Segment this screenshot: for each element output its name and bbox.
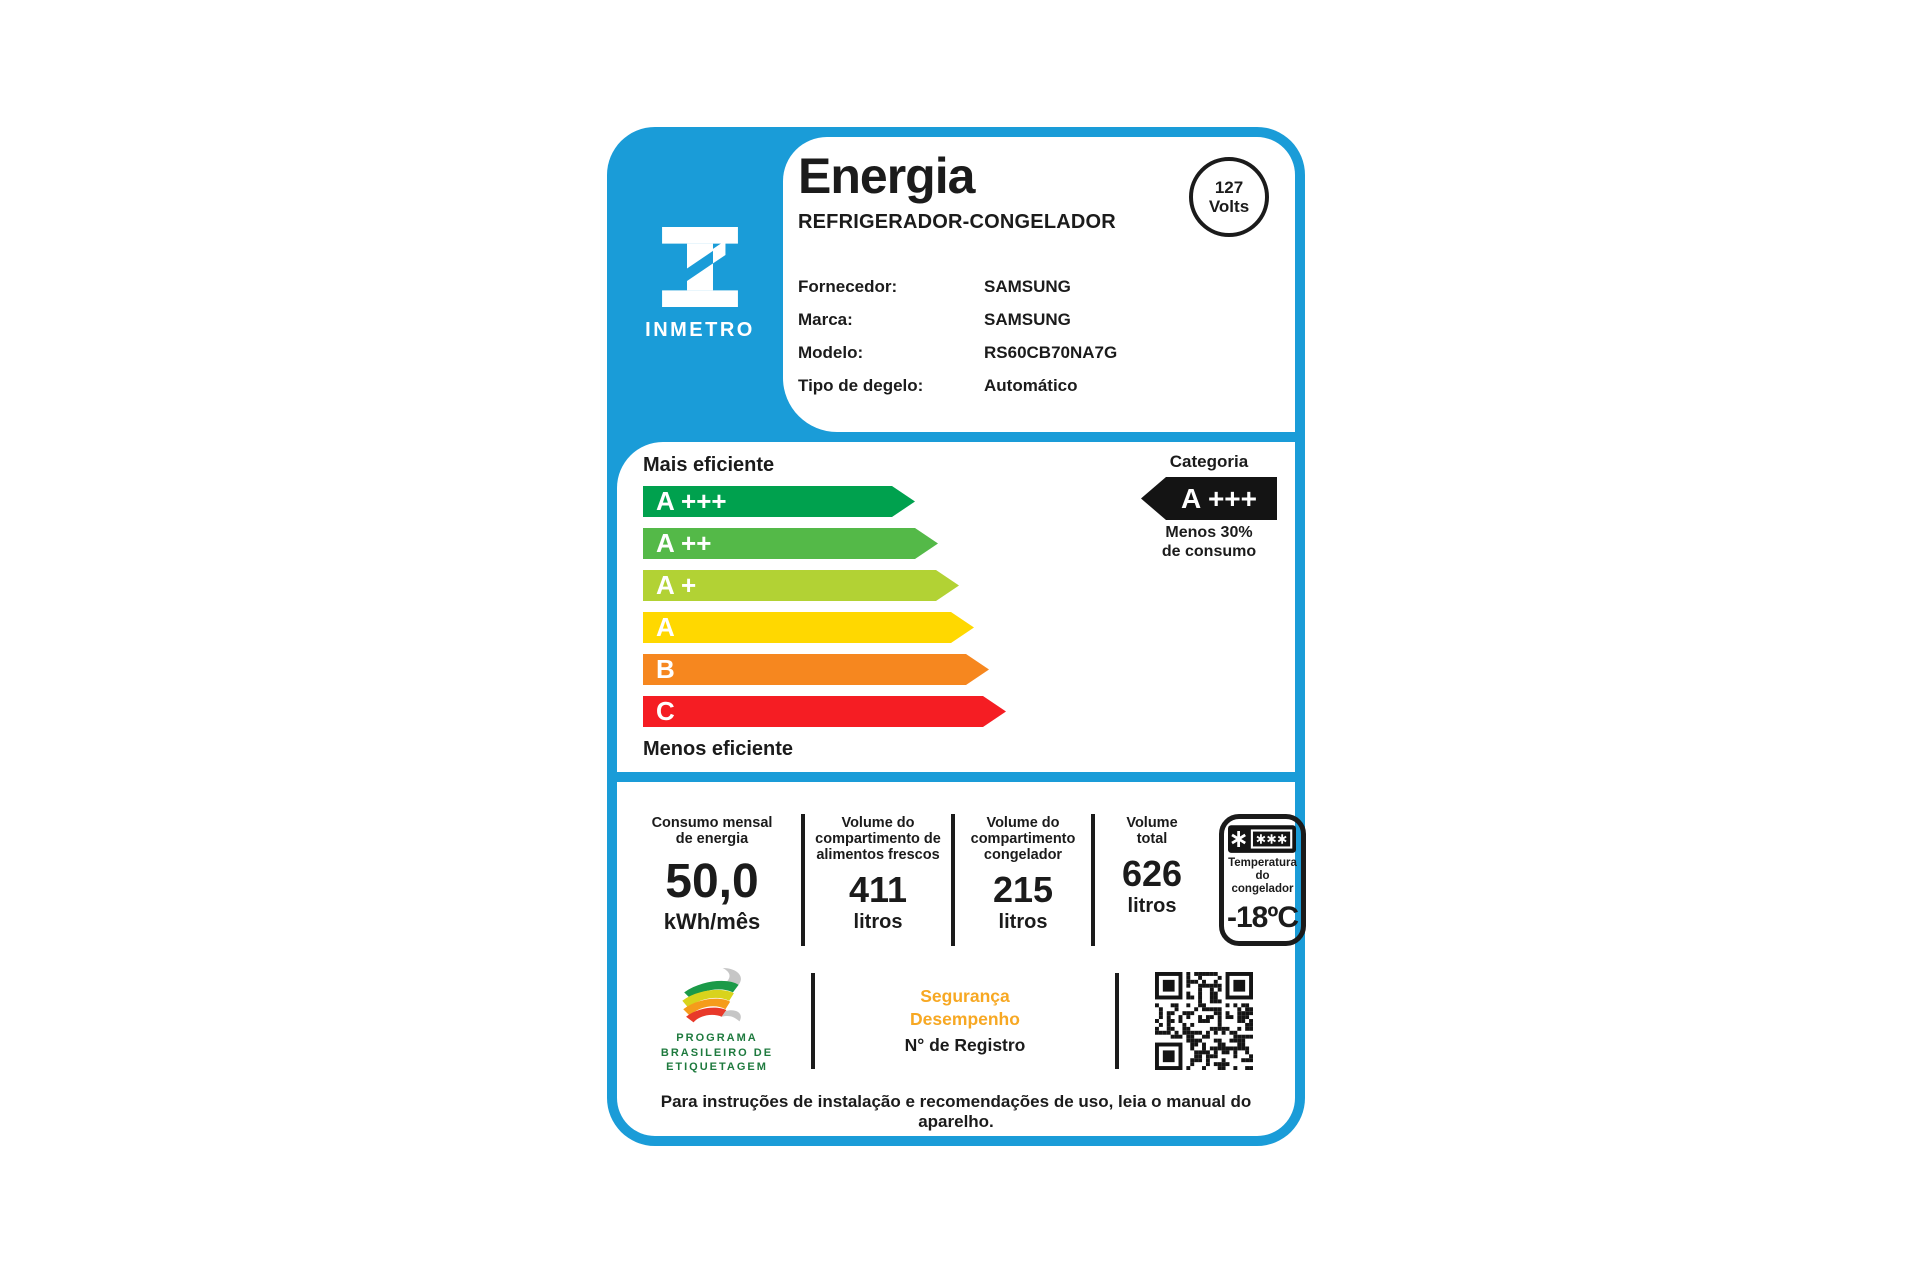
stats-columns: Consumo mensal de energia 50,0 kWh/mês Volum… [623,814,1209,946]
category-heading: Categoria [1169,452,1249,471]
freezer-temperature-label: Temperatura do congelador [1228,857,1297,896]
more-efficient-label: Mais eficiente [643,454,775,476]
inmetro-mark-icon [662,227,738,307]
field-value: SAMSUNG [984,277,1071,296]
inmetro-logo: INMETRO [617,137,783,432]
inmetro-wordmark: INMETRO [645,319,755,341]
pbe-swoosh-icon [682,968,741,1023]
efficiency-arrow: A ++ [643,528,938,559]
voltage-value: 127 [1214,177,1244,197]
efficiency-scale: A +++ A ++ A + A B C [643,486,1295,727]
efficiency-section: Mais eficiente A +++ A ++ A + A B C Menos efi… [617,442,1295,772]
freezer-stars-icon [1228,825,1297,853]
energy-label: INMETRO Energia REFRIGERADOR-CONGELADOR … [607,127,1306,1146]
field-value: SAMSUNG [984,310,1071,329]
category-arrow: A +++ [1141,477,1277,520]
voltage-badge: 127 Volts [1189,157,1269,237]
field-label: Tipo de degelo: [798,376,924,395]
category-grade: A +++ [1180,482,1257,514]
registry-row: PROGRAMA BRASILEIRO DE ETIQUETAGEM Seguran… [623,967,1289,1074]
voltage-unit: Volts [1208,197,1250,216]
less-efficient-label: Menos eficiente [643,738,794,760]
qr-code [1119,971,1289,1070]
footer-instructions: Para instruções de instalação e recomend… [660,1091,1252,1131]
efficiency-arrow: C [643,696,1006,727]
stats-row: Consumo mensal de energia 50,0 kWh/mês Volum… [623,814,1306,946]
efficiency-arrow: A +++ [643,486,915,517]
appliance-type: REFRIGERADOR-CONGELADOR [798,211,1116,233]
freezer-temperature-box: Temperatura do congelador -18ºC [1219,814,1306,946]
stat-column: Volume do compartimento congelador 215 litro… [951,814,1091,946]
registry-text: Segurança Desempenho N° de Registro [904,986,1026,1055]
product-info-card: Energia REFRIGERADOR-CONGELADOR Forneced… [783,137,1295,432]
qr-code-icon [1155,971,1253,1070]
header-section: INMETRO Energia REFRIGERADOR-CONGELADOR … [617,137,1295,432]
category-indicator: Categoria A +++ Menos 30% de consumo [1133,452,1285,562]
field-label: Marca: [798,310,853,329]
efficiency-arrow: B [643,654,989,685]
freezer-temperature-value: -18ºC [1227,900,1299,934]
field-label: Modelo: [798,343,864,362]
stat-column: Volume do compartimento de alimentos fresc… [801,814,951,946]
category-note: Menos 30% de consumo [1161,524,1257,560]
stat-column: Consumo mensal de energia 50,0 kWh/mês [651,815,773,934]
field-label: Fornecedor: [798,277,898,296]
vertical-divider [811,972,815,1069]
pbe-wordmark: PROGRAMA BRASILEIRO DE ETIQUETAGEM [660,1032,774,1073]
vertical-divider [1115,972,1119,1069]
field-value: Automático [984,376,1078,395]
page-title: Energia [798,148,975,204]
pbe-logo: PROGRAMA BRASILEIRO DE ETIQUETAGEM [623,967,811,1074]
stat-column: Volume total 626 litros [1091,814,1209,946]
field-value: RS60CB70NA7G [984,343,1118,362]
efficiency-arrow: A + [643,570,959,601]
product-fields: Fornecedor: SAMSUNG Marca: SAMSUNG Modelo: RS… [798,278,1295,395]
details-section: Consumo mensal de energia 50,0 kWh/mês Volum… [617,782,1306,1136]
efficiency-arrow: A [643,612,974,643]
